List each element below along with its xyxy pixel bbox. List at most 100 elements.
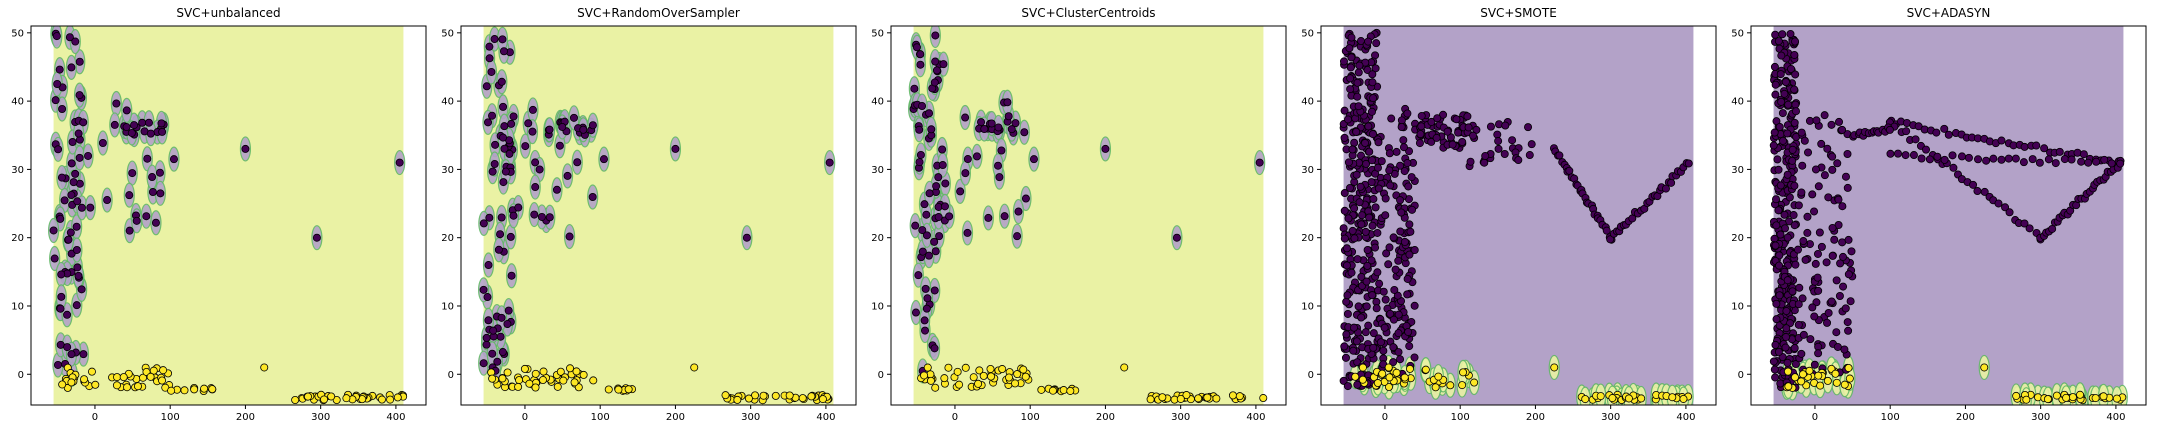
point-minority: [1446, 381, 1455, 390]
point-majority: [479, 285, 488, 294]
point-majority: [742, 233, 751, 242]
axes-frame: [890, 25, 1287, 406]
point-majority: [912, 43, 921, 52]
x-tick-label: 200: [1096, 412, 1115, 423]
x-tick-label: 400: [816, 412, 835, 423]
point-majority: [1790, 50, 1799, 59]
point-majority: [57, 173, 66, 182]
point-minority: [531, 383, 540, 392]
y-tick-label: 10: [1731, 301, 1744, 312]
point-majority: [961, 113, 970, 122]
point-majority: [1348, 145, 1357, 154]
point-majority: [505, 149, 514, 158]
point-majority: [671, 144, 680, 153]
point-majority: [535, 165, 544, 174]
point-majority: [932, 66, 941, 75]
point-minority: [1784, 382, 1793, 391]
point-majority: [2035, 158, 2044, 167]
point-majority: [1390, 169, 1399, 178]
point-majority: [930, 286, 939, 295]
y-tick-label: 0: [878, 370, 884, 381]
point-minority: [91, 380, 100, 389]
point-majority: [1347, 53, 1356, 62]
point-minority: [180, 386, 189, 395]
point-minority: [570, 378, 579, 387]
point-majority: [2084, 158, 2093, 167]
point-majority: [125, 226, 134, 235]
point-majority: [1373, 268, 1382, 277]
point-majority: [1394, 348, 1403, 357]
point-minority: [1059, 386, 1068, 395]
point-majority: [921, 284, 930, 293]
point-minority: [690, 363, 699, 372]
point-majority: [1349, 323, 1358, 332]
plot-area: [1339, 28, 1694, 405]
point-majority: [1772, 315, 1781, 324]
point-majority: [1007, 125, 1016, 134]
point-majority: [53, 79, 62, 88]
point-majority: [75, 153, 84, 162]
point-minority: [146, 372, 155, 381]
point-majority: [1358, 211, 1367, 220]
point-majority: [930, 344, 939, 353]
point-majority: [1684, 159, 1693, 168]
plot-area: [48, 26, 408, 405]
point-majority: [1343, 291, 1352, 300]
point-minority: [759, 391, 768, 400]
point-majority: [921, 326, 930, 335]
panel-1: 0 100 200 300 400 0 10 20 30 40 50 SVC+unbalanced: [11, 6, 427, 423]
point-majority: [1788, 145, 1797, 154]
point-majority: [1770, 365, 1779, 374]
point-majority: [1368, 130, 1377, 139]
point-minority: [974, 379, 983, 388]
point-majority: [1832, 276, 1841, 285]
point-majority: [1817, 139, 1826, 148]
point-majority: [997, 146, 1006, 155]
point-majority: [1406, 227, 1415, 236]
point-majority: [931, 247, 940, 256]
point-minority: [1005, 373, 1014, 382]
point-majority: [1380, 323, 1389, 332]
point-minority: [1459, 368, 1468, 377]
point-majority: [1427, 137, 1436, 146]
y-tick-label: 50: [1301, 28, 1314, 39]
point-majority: [488, 349, 497, 358]
point-majority: [531, 183, 540, 192]
point-majority: [825, 158, 834, 167]
point-majority: [1342, 297, 1351, 306]
x-tick-label: 400: [2106, 412, 2125, 423]
y-tick-label: 50: [1731, 28, 1744, 39]
point-majority: [1798, 161, 1807, 170]
point-majority: [1392, 147, 1401, 156]
point-majority: [1811, 259, 1820, 268]
point-minority: [488, 374, 497, 383]
point-majority: [1771, 90, 1780, 99]
y-tick-label: 20: [871, 233, 884, 244]
point-majority: [1452, 115, 1461, 124]
point-majority: [2011, 154, 2020, 163]
point-majority: [524, 119, 533, 128]
point-minority: [798, 394, 807, 403]
point-majority: [1795, 283, 1804, 292]
x-tick-label: 0: [1382, 412, 1388, 423]
point-minority: [1784, 367, 1793, 376]
point-minority: [514, 382, 523, 391]
point-majority: [1606, 235, 1615, 244]
point-majority: [1813, 249, 1822, 258]
point-majority: [67, 63, 76, 72]
point-majority: [1348, 226, 1357, 235]
x-tick-label: 300: [741, 412, 760, 423]
point-majority: [50, 254, 59, 263]
point-minority: [987, 372, 996, 381]
point-majority: [1397, 123, 1406, 132]
point-majority: [1791, 107, 1800, 116]
point-minority: [342, 394, 351, 403]
point-minority: [566, 364, 575, 373]
point-majority: [537, 212, 546, 221]
point-minority: [320, 395, 329, 404]
point-majority: [1399, 136, 1408, 145]
point-majority: [1400, 167, 1409, 176]
point-majority: [1524, 123, 1533, 132]
point-majority: [1362, 302, 1371, 311]
point-majority: [497, 77, 506, 86]
